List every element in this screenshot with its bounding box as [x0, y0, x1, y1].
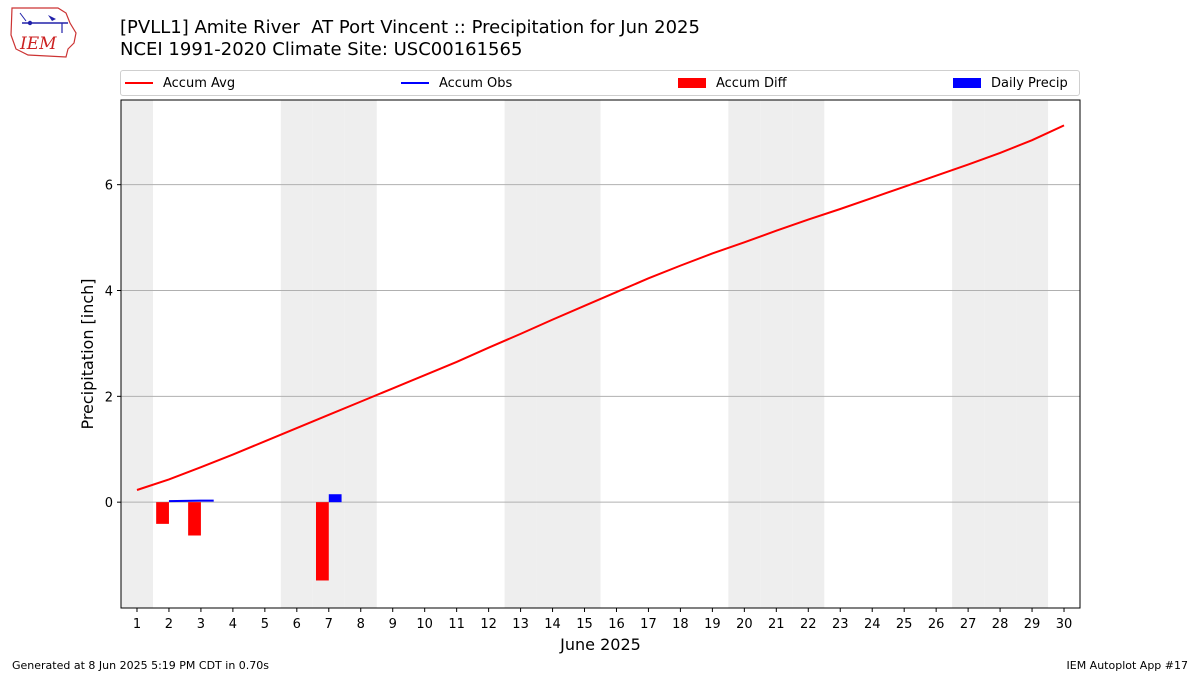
weekend-shade [792, 100, 825, 608]
x-tick-label: 7 [325, 617, 333, 632]
legend-item-accum-obs: Accum Obs [401, 71, 512, 95]
x-tick-label: 3 [197, 617, 205, 632]
legend-label: Accum Diff [716, 75, 787, 91]
weekend-shade [728, 100, 761, 608]
logo-text: IEM [19, 34, 57, 54]
legend-swatch-accum-obs [401, 82, 429, 84]
x-tick-label: 16 [608, 617, 625, 632]
legend: Accum Avg Accum Obs Accum Diff Daily Pre… [120, 70, 1080, 96]
accum-diff-bar [156, 502, 169, 524]
plot-frame [120, 99, 1081, 609]
weekend-shade [568, 100, 601, 608]
x-axis-label: June 2025 [559, 635, 641, 654]
x-tick-label: 6 [293, 617, 301, 632]
weekend-shade [536, 100, 569, 608]
chart-title: [PVLL1] Amite River AT Port Vincent :: P… [120, 17, 700, 38]
weekend-shade [760, 100, 793, 608]
generated-timestamp: Generated at 8 Jun 2025 5:19 PM CDT in 0… [12, 659, 270, 672]
weekend-shade [952, 100, 985, 608]
x-tick-label: 25 [896, 617, 913, 632]
x-tick-label: 28 [992, 617, 1009, 632]
iem-logo: IEM [8, 5, 80, 59]
legend-swatch-accum-diff [678, 78, 706, 88]
x-tick-label: 11 [448, 617, 465, 632]
accum-diff-bar [188, 502, 201, 536]
daily-precip-bar [328, 494, 342, 503]
x-tick-label: 13 [512, 617, 529, 632]
x-tick-label: 30 [1056, 617, 1073, 632]
y-tick-label: 6 [105, 179, 113, 194]
weekend-shade [280, 100, 313, 608]
y-axis-label: Precipitation [inch] [78, 278, 97, 429]
x-tick-label: 20 [736, 617, 753, 632]
legend-label: Accum Avg [163, 75, 236, 91]
x-tick-label: 14 [544, 617, 561, 632]
legend-item-accum-avg: Accum Avg [125, 71, 235, 95]
autoplot-app-label: IEM Autoplot App #17 [1066, 659, 1189, 672]
x-tick-label: 21 [768, 617, 785, 632]
x-tick-label: 22 [800, 617, 817, 632]
y-tick-label: 2 [105, 390, 113, 405]
y-tick-label: 0 [105, 496, 113, 511]
weekend-shade [984, 100, 1017, 608]
weekend-shade [344, 100, 377, 608]
legend-item-accum-diff: Accum Diff [678, 71, 787, 95]
x-tick-label: 1 [133, 617, 141, 632]
x-tick-label: 2 [165, 617, 173, 632]
accum-diff-bar [315, 502, 329, 581]
chart-subtitle: NCEI 1991-2020 Climate Site: USC00161565 [120, 39, 523, 60]
legend-swatch-daily-precip [953, 78, 981, 88]
legend-item-daily-precip: Daily Precip [953, 71, 1068, 95]
x-tick-label: 17 [640, 617, 657, 632]
x-tick-label: 12 [480, 617, 497, 632]
accum-obs-line [168, 499, 214, 503]
x-tick-label: 24 [864, 617, 881, 632]
legend-label: Daily Precip [991, 75, 1068, 91]
x-tick-label: 4 [229, 617, 237, 632]
x-tick-label: 29 [1024, 617, 1041, 632]
x-tick-label: 10 [416, 617, 433, 632]
weekend-shade [1016, 100, 1049, 608]
x-tick-label: 27 [960, 617, 977, 632]
legend-swatch-accum-avg [125, 82, 153, 84]
y-tick-label: 4 [105, 285, 113, 300]
legend-label: Accum Obs [439, 75, 513, 91]
x-tick-label: 8 [357, 617, 365, 632]
x-tick-label: 19 [704, 617, 721, 632]
x-tick-label: 5 [261, 617, 269, 632]
x-tick-label: 9 [389, 617, 397, 632]
weekend-shade [504, 100, 537, 608]
x-tick-label: 26 [928, 617, 945, 632]
accum-avg-line [136, 124, 1065, 491]
weekend-shade [121, 100, 153, 608]
x-tick-label: 23 [832, 617, 849, 632]
x-tick-label: 15 [576, 617, 593, 632]
x-tick-label: 18 [672, 617, 689, 632]
